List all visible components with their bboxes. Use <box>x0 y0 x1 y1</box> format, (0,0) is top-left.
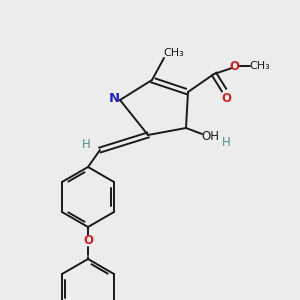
Text: OH: OH <box>201 130 219 142</box>
Text: O: O <box>83 235 93 248</box>
Text: CH₃: CH₃ <box>250 61 270 71</box>
Text: H: H <box>82 137 90 151</box>
Text: N: N <box>108 92 120 104</box>
Text: H: H <box>222 136 230 148</box>
Text: O: O <box>229 59 239 73</box>
Text: O: O <box>221 92 231 104</box>
Text: CH₃: CH₃ <box>164 48 184 58</box>
